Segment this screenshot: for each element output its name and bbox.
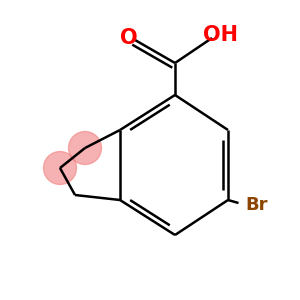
Circle shape <box>44 152 76 184</box>
Text: O: O <box>120 28 137 48</box>
Circle shape <box>68 131 101 164</box>
Text: OH: OH <box>203 25 238 45</box>
Text: Br: Br <box>245 196 268 214</box>
